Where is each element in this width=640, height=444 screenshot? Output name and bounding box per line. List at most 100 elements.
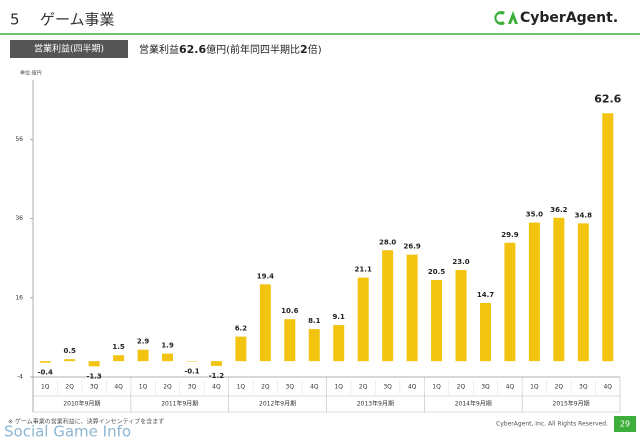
value-label: 20.5 bbox=[428, 268, 445, 276]
bar bbox=[308, 329, 320, 362]
page-number: 29 bbox=[620, 420, 630, 429]
x-tick-label: 3Q bbox=[90, 384, 99, 391]
bar bbox=[577, 223, 589, 362]
y-tick-label: 16 bbox=[15, 294, 23, 301]
value-label: -1.3 bbox=[86, 372, 101, 380]
bar bbox=[406, 254, 418, 362]
value-label: 62.6 bbox=[594, 92, 621, 105]
logo-mark bbox=[508, 11, 518, 24]
value-label: -0.1 bbox=[184, 368, 199, 376]
bar bbox=[553, 217, 565, 362]
value-label: 28.0 bbox=[379, 238, 396, 246]
value-label: 0.5 bbox=[63, 347, 76, 355]
value-label: -1.2 bbox=[209, 372, 224, 380]
value-label: 23.0 bbox=[452, 258, 469, 266]
value-label: -0.4 bbox=[38, 369, 53, 377]
x-tick-label: 2Q bbox=[457, 384, 466, 391]
bar bbox=[210, 361, 222, 366]
value-label: 19.4 bbox=[257, 272, 274, 280]
x-tick-label: 4Q bbox=[114, 384, 123, 391]
copyright: CyberAgent, Inc. All Rights Reserved. bbox=[496, 421, 608, 428]
x-tick-label: 2Q bbox=[163, 384, 172, 391]
bar bbox=[382, 250, 394, 362]
x-tick-label: 3Q bbox=[383, 384, 392, 391]
x-tick-label: 4Q bbox=[603, 384, 612, 391]
y-tick-label: 56 bbox=[15, 136, 23, 143]
x-tick-label: 3Q bbox=[188, 384, 197, 391]
bar bbox=[64, 359, 76, 362]
headline-part: 営業利益 bbox=[139, 43, 179, 56]
x-tick-label: 2Q bbox=[65, 384, 74, 391]
label-box-text: 営業利益(四半期) bbox=[34, 43, 104, 55]
value-label: 10.6 bbox=[281, 307, 298, 315]
value-label: 1.9 bbox=[161, 342, 174, 350]
x-tick-label: 4Q bbox=[506, 384, 515, 391]
logo: CyberAgent. bbox=[494, 10, 618, 26]
bar bbox=[528, 222, 540, 362]
value-label: 26.9 bbox=[403, 243, 420, 251]
headline: 営業利益62.6億円(前年同四半期比2倍) bbox=[139, 43, 322, 56]
value-label: 6.2 bbox=[235, 325, 248, 333]
value-label: 34.8 bbox=[575, 211, 592, 219]
page-number-box bbox=[614, 416, 636, 432]
x-tick-label: 4Q bbox=[212, 384, 221, 391]
headline-part: 億円(前年同四半期比 bbox=[206, 43, 300, 56]
watermark: Social Game Info bbox=[4, 423, 131, 441]
y-tick-label: -4 bbox=[17, 374, 23, 381]
x-tick-label: 2Q bbox=[359, 384, 368, 391]
x-tick-label: 3Q bbox=[481, 384, 490, 391]
group-label: 2012年9月期 bbox=[259, 400, 296, 408]
headline-part: 2 bbox=[300, 43, 308, 56]
bar bbox=[113, 355, 125, 362]
bar bbox=[333, 325, 345, 362]
logo-text: CyberAgent. bbox=[520, 10, 618, 26]
bar bbox=[602, 113, 614, 362]
footnote: ※ ゲーム事業の営業利益に、決算インセンティブを含まず bbox=[8, 418, 164, 426]
bar bbox=[259, 284, 271, 362]
x-tick-label: 1Q bbox=[334, 384, 343, 391]
label-box bbox=[10, 40, 128, 58]
x-tick-label: 1Q bbox=[237, 384, 246, 391]
value-label: 8.1 bbox=[308, 317, 321, 325]
bar bbox=[137, 349, 149, 362]
bar bbox=[235, 336, 247, 362]
x-tick-label: 1Q bbox=[530, 384, 539, 391]
group-label: 2013年9月期 bbox=[357, 400, 394, 408]
value-label: 36.2 bbox=[550, 206, 567, 214]
bar bbox=[357, 277, 369, 362]
x-tick-label: 3Q bbox=[579, 384, 588, 391]
bar bbox=[162, 353, 174, 362]
group-label: 2015年9月期 bbox=[553, 400, 590, 408]
bar bbox=[479, 302, 491, 362]
x-tick-label: 4Q bbox=[310, 384, 319, 391]
section-title: ゲーム事業 bbox=[40, 11, 115, 29]
headline-part: 62.6 bbox=[179, 43, 206, 56]
y-tick-label: 36 bbox=[15, 215, 23, 222]
value-label: 21.1 bbox=[355, 266, 372, 274]
x-tick-label: 2Q bbox=[555, 384, 564, 391]
x-tick-label: 3Q bbox=[286, 384, 295, 391]
x-tick-label: 1Q bbox=[139, 384, 148, 391]
bar bbox=[88, 361, 100, 367]
section-number: 5 bbox=[10, 11, 20, 29]
group-label: 2010年9月期 bbox=[63, 400, 100, 408]
logo-mark bbox=[494, 11, 505, 25]
value-label: 29.9 bbox=[501, 231, 518, 239]
value-label: 14.7 bbox=[477, 291, 494, 299]
bar bbox=[455, 270, 467, 362]
x-tick-label: 1Q bbox=[41, 384, 50, 391]
x-tick-label: 2Q bbox=[261, 384, 270, 391]
group-label: 2011年9月期 bbox=[161, 400, 198, 408]
unit-label: 単位:億円 bbox=[20, 70, 42, 77]
x-tick-label: 1Q bbox=[432, 384, 441, 391]
bar bbox=[431, 279, 443, 362]
value-label: 2.9 bbox=[137, 338, 150, 346]
value-label: 9.1 bbox=[333, 313, 346, 321]
value-label: 35.0 bbox=[526, 211, 543, 219]
value-label: 1.5 bbox=[112, 343, 125, 351]
x-tick-label: 4Q bbox=[408, 384, 417, 391]
bar bbox=[504, 242, 516, 362]
bar bbox=[186, 361, 198, 362]
